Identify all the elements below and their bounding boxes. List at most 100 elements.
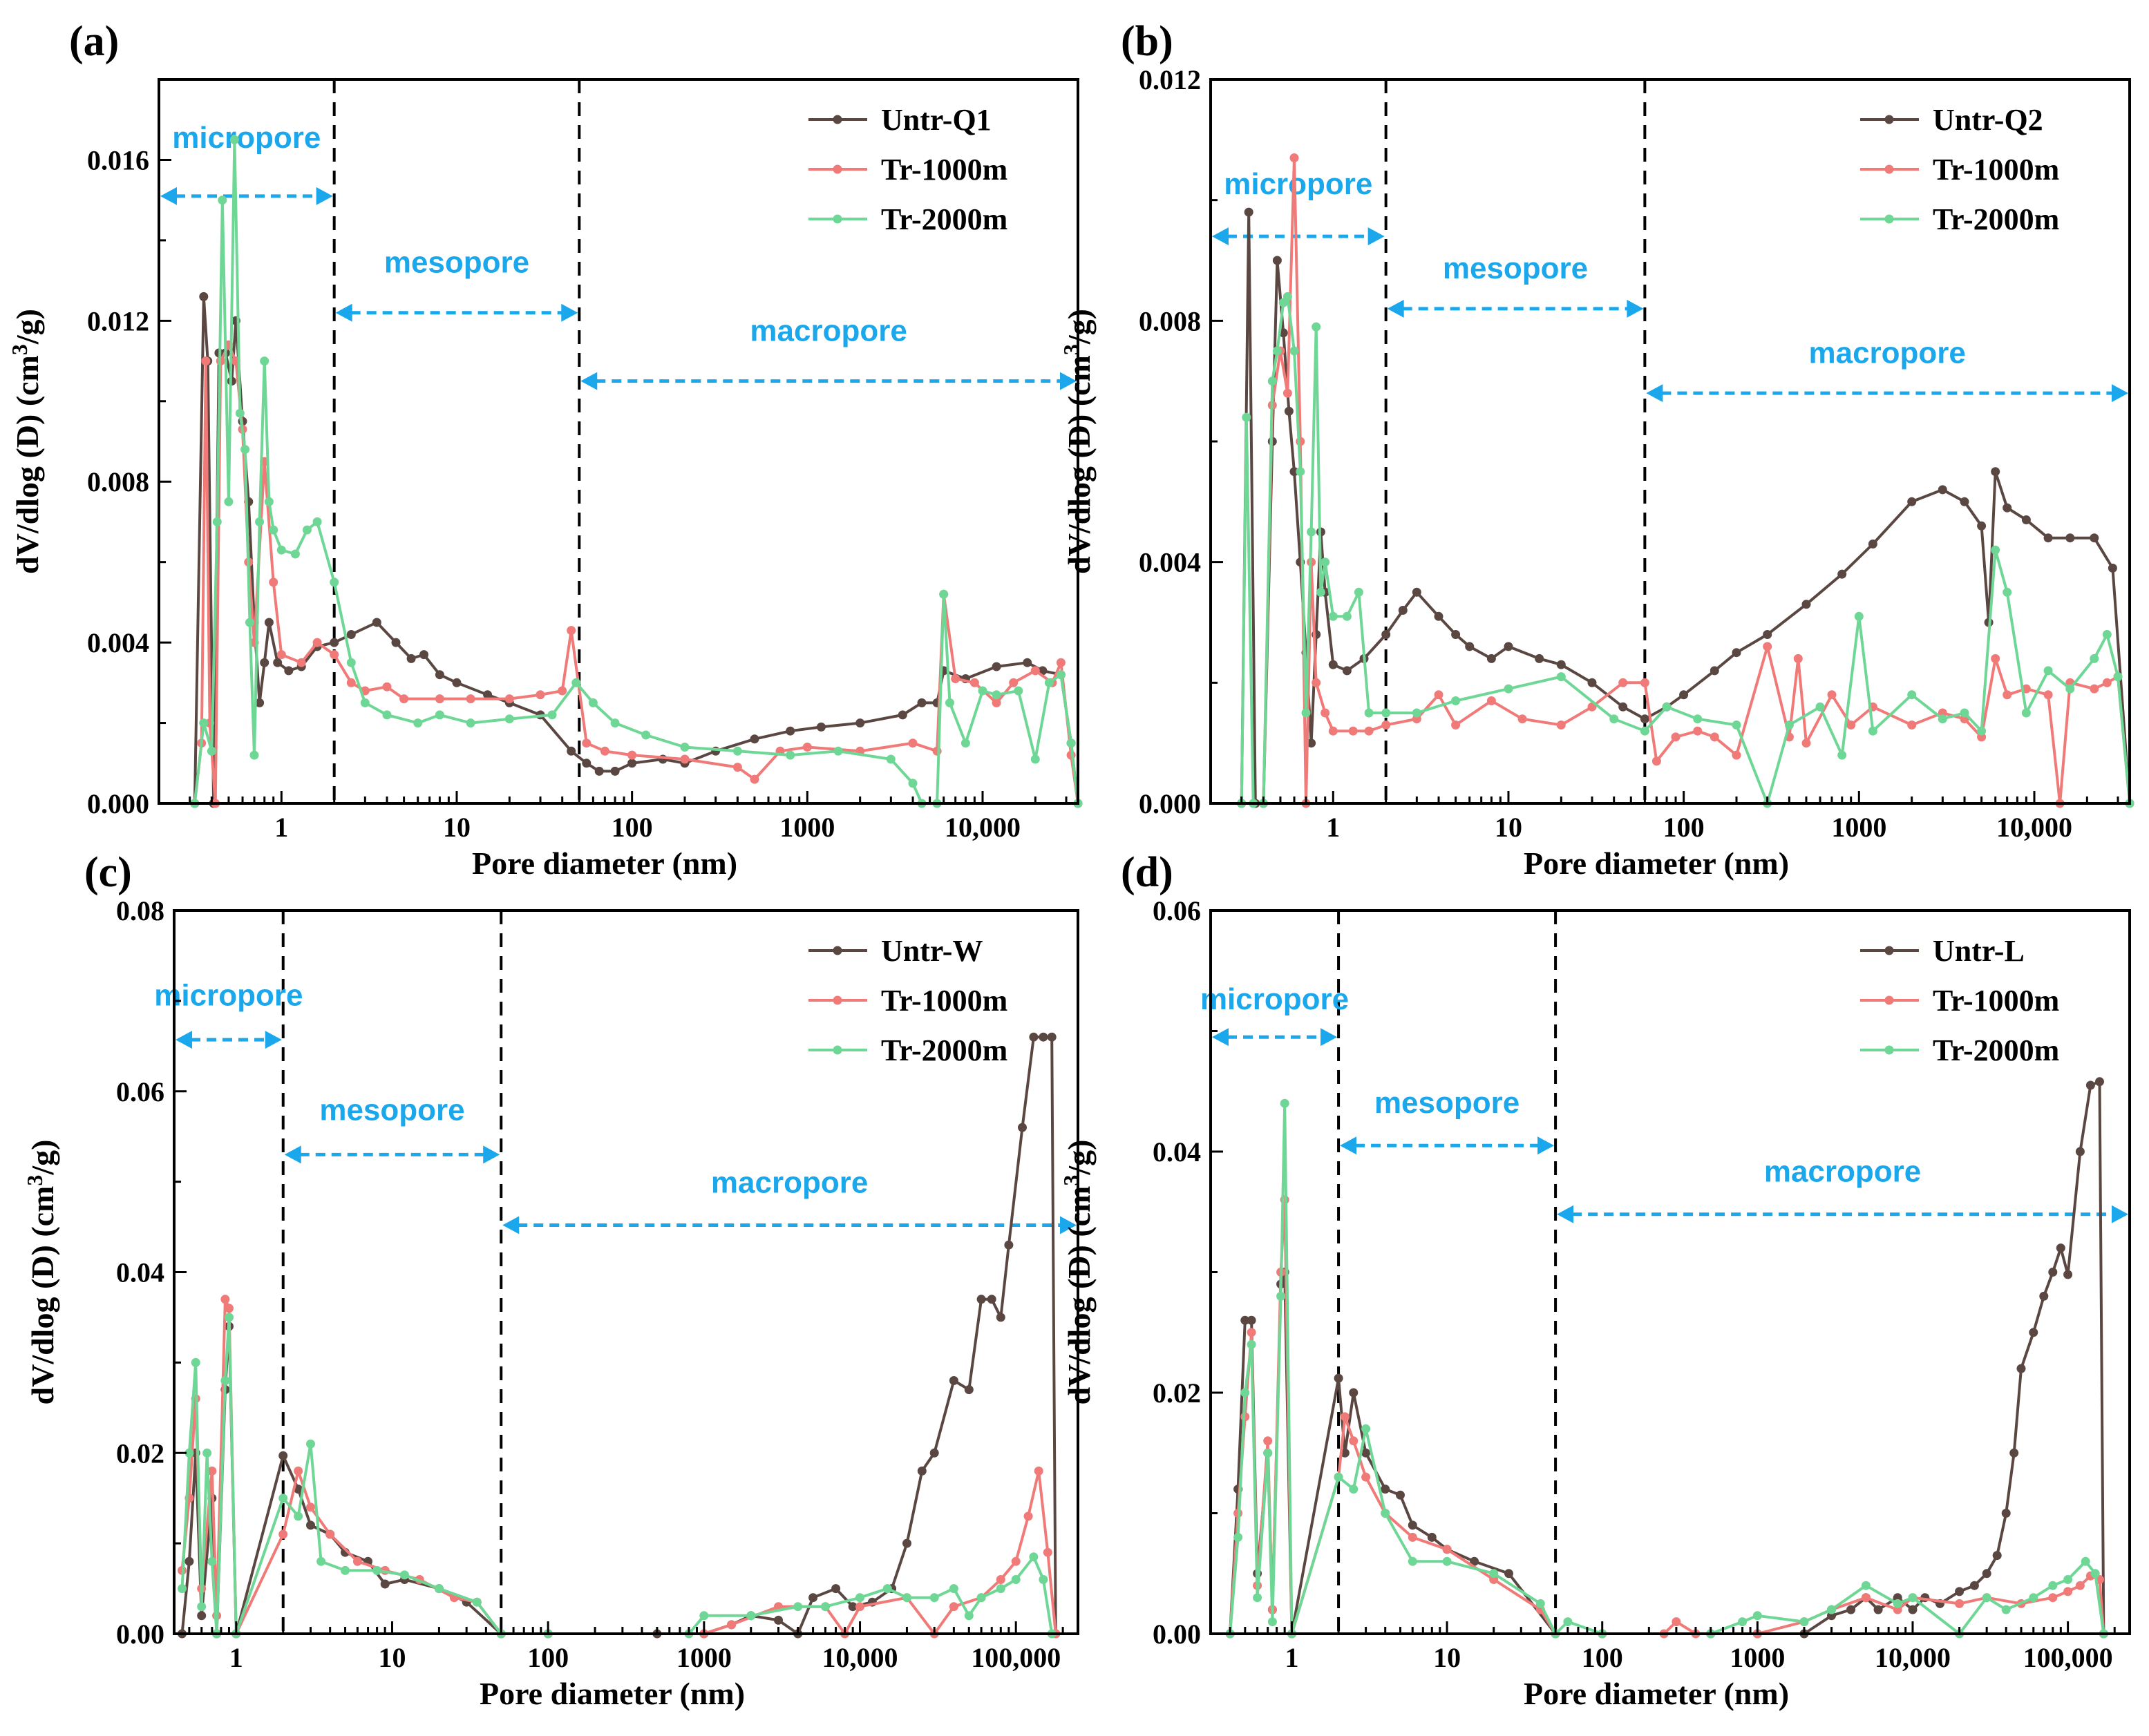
data-point <box>269 525 278 535</box>
data-point <box>1349 1485 1358 1494</box>
data-point <box>1451 630 1461 639</box>
data-point <box>435 694 444 704</box>
data-point <box>1044 678 1054 687</box>
data-point <box>346 658 356 667</box>
data-point <box>264 618 274 627</box>
data-point <box>1442 1545 1452 1554</box>
series-Untr-W <box>178 1032 1061 1639</box>
data-point <box>2090 684 2099 694</box>
data-point <box>2113 672 2123 682</box>
legend-label: Tr-1000m <box>1933 984 2059 1018</box>
data-point <box>2039 1291 2049 1301</box>
x-tick-label: 10,000 <box>822 1642 898 1673</box>
data-point <box>435 670 444 680</box>
data-point <box>1361 1424 1371 1433</box>
data-point <box>1030 754 1040 764</box>
data-point <box>1334 1472 1343 1482</box>
region-label: mesopore <box>1374 1086 1520 1120</box>
data-point <box>1846 721 1856 729</box>
data-point <box>1381 630 1391 639</box>
data-point <box>278 1494 288 1503</box>
legend-label: Tr-1000m <box>1933 153 2059 187</box>
data-point <box>680 743 690 752</box>
series-line <box>1240 295 2131 805</box>
legend-marker <box>833 214 842 224</box>
data-point <box>1342 611 1352 621</box>
region-label: mesopore <box>319 1094 464 1127</box>
data-point <box>178 1584 187 1594</box>
data-point <box>294 1485 303 1494</box>
y-tick-label: 0.008 <box>1139 305 1201 336</box>
data-point <box>1282 292 1292 301</box>
legend-item: Untr-L <box>1860 934 2025 968</box>
x-tick-label: 1 <box>229 1642 243 1673</box>
data-point <box>306 1520 315 1530</box>
data-point <box>582 738 591 748</box>
data-point <box>600 746 609 756</box>
data-point <box>1827 1605 1836 1614</box>
legend-label: Tr-2000m <box>881 1033 1007 1067</box>
x-tick-label: 100,000 <box>2023 1642 2113 1673</box>
data-point <box>1908 1605 1918 1614</box>
x-axis: 1 10 100 1000 10,000 Pore diameter (nm) <box>1209 791 2119 881</box>
data-point <box>380 1579 390 1589</box>
data-point <box>1267 376 1277 386</box>
data-point <box>1381 721 1391 729</box>
data-point <box>1517 714 1527 724</box>
data-point <box>2095 1077 2104 1087</box>
region-arrowhead <box>561 303 578 322</box>
data-point <box>987 1295 996 1304</box>
data-point <box>1969 1581 1979 1590</box>
data-point <box>1991 467 2000 477</box>
panel-label: (b) <box>1121 18 1173 65</box>
data-point <box>1272 346 1282 356</box>
data-point <box>2029 1593 2038 1603</box>
data-point <box>1267 1617 1277 1627</box>
data-point <box>2001 1509 2011 1518</box>
region-arrowhead <box>335 303 352 322</box>
region-arrowhead <box>1367 227 1385 246</box>
data-point <box>452 678 462 687</box>
data-point <box>207 746 216 756</box>
data-point <box>949 1584 958 1594</box>
data-point <box>1977 726 1987 736</box>
data-point <box>978 686 987 696</box>
data-point <box>964 1611 974 1621</box>
data-point <box>316 1556 326 1566</box>
data-point <box>1296 467 1305 477</box>
y-tick-label: 0.008 <box>87 466 149 497</box>
data-point <box>1244 207 1253 217</box>
data-point <box>1029 1552 1039 1562</box>
data-point <box>1504 1569 1513 1578</box>
data-point <box>255 698 265 707</box>
data-point <box>1039 1575 1048 1584</box>
data-point <box>1023 1511 1033 1521</box>
series-Tr-2000m <box>178 1313 1057 1639</box>
data-point <box>1868 726 1877 736</box>
data-point <box>2063 1587 2073 1596</box>
data-point <box>793 1602 803 1612</box>
data-point <box>1854 611 1864 621</box>
data-point <box>2102 678 2112 687</box>
series-line <box>193 343 1079 805</box>
data-point <box>2009 1448 2019 1458</box>
data-point <box>199 718 209 728</box>
x-tick-label: 1 <box>1285 1642 1298 1673</box>
data-point <box>1039 1032 1048 1042</box>
data-point <box>908 738 918 748</box>
legend-marker <box>1884 115 1894 124</box>
data-point <box>413 718 423 728</box>
data-point <box>220 1295 230 1304</box>
data-point <box>2090 533 2099 543</box>
legend-marker <box>833 946 842 955</box>
x-tick-label: 100,000 <box>971 1642 1061 1673</box>
data-point <box>434 1584 444 1594</box>
data-point <box>558 686 567 696</box>
data-point <box>627 750 637 760</box>
data-point <box>1955 1587 1965 1596</box>
data-point <box>1334 1373 1343 1383</box>
legend-item: Tr-2000m <box>1860 202 2059 236</box>
data-point <box>1801 600 1811 609</box>
data-point <box>1004 1240 1014 1250</box>
data-point <box>2043 666 2053 676</box>
